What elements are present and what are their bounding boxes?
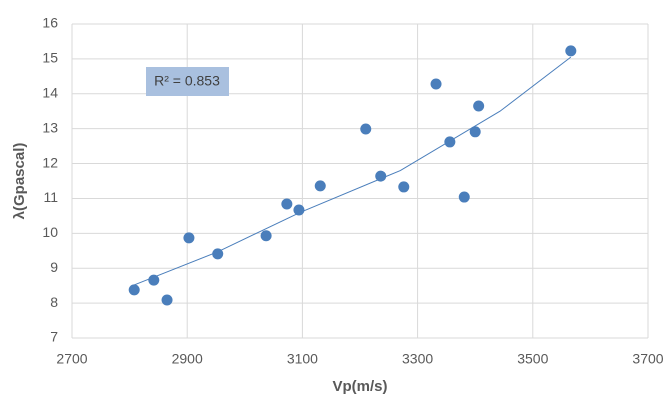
trendline bbox=[134, 56, 572, 286]
point bbox=[293, 204, 305, 216]
point bbox=[360, 123, 372, 135]
point bbox=[375, 170, 387, 182]
y-axis-label: λ(Gpascal) bbox=[11, 143, 28, 220]
point bbox=[565, 45, 577, 57]
point bbox=[128, 284, 140, 296]
point bbox=[398, 181, 410, 193]
annotation: R² = 0.853 bbox=[154, 73, 220, 89]
point bbox=[161, 294, 173, 306]
point bbox=[260, 230, 272, 242]
y-tick-label: 7 bbox=[50, 329, 58, 345]
x-tick-label: 2900 bbox=[172, 351, 203, 367]
point bbox=[469, 126, 481, 138]
x-tick-label: 3100 bbox=[287, 351, 318, 367]
y-tick-label: 11 bbox=[43, 189, 58, 205]
x-tick-label: 3700 bbox=[632, 351, 663, 367]
point bbox=[212, 248, 224, 260]
y-tick-label: 14 bbox=[42, 84, 58, 100]
y-tick-label: 16 bbox=[42, 15, 58, 31]
x-axis-label: Vp(m/s) bbox=[332, 378, 387, 395]
point bbox=[183, 232, 195, 244]
y-tick-label: 10 bbox=[42, 224, 58, 240]
point bbox=[314, 180, 326, 192]
point bbox=[458, 191, 470, 203]
y-tick-label: 15 bbox=[42, 50, 58, 66]
x-tick-label: 2700 bbox=[56, 351, 87, 367]
point bbox=[281, 198, 293, 210]
annotation-box bbox=[146, 67, 229, 96]
point bbox=[473, 100, 485, 112]
y-tick-label: 8 bbox=[50, 294, 58, 310]
point bbox=[430, 78, 442, 90]
x-tick-label: 3300 bbox=[402, 351, 433, 367]
x-tick-label: 3500 bbox=[517, 351, 548, 367]
y-tick-label: 9 bbox=[50, 259, 58, 275]
y-tick-label: 13 bbox=[42, 119, 58, 135]
point bbox=[148, 274, 160, 286]
y-tick-label: 12 bbox=[42, 154, 58, 170]
point bbox=[444, 136, 456, 148]
